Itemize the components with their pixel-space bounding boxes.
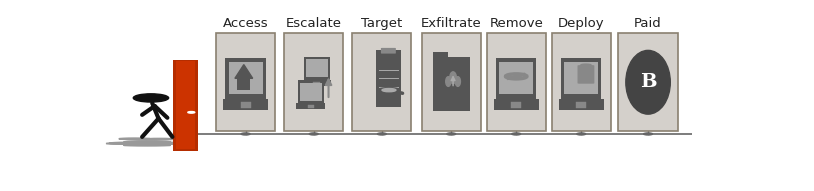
FancyBboxPatch shape [376, 50, 400, 107]
FancyBboxPatch shape [619, 33, 678, 131]
FancyBboxPatch shape [225, 57, 265, 99]
Ellipse shape [455, 77, 461, 86]
Text: Deploy: Deploy [558, 17, 605, 30]
FancyBboxPatch shape [496, 57, 536, 99]
Circle shape [309, 133, 318, 135]
Ellipse shape [151, 142, 186, 144]
FancyBboxPatch shape [564, 62, 598, 94]
Ellipse shape [109, 142, 144, 144]
Circle shape [379, 88, 400, 93]
Text: Escalate: Escalate [286, 17, 342, 30]
Ellipse shape [124, 141, 171, 143]
FancyBboxPatch shape [229, 62, 263, 94]
FancyBboxPatch shape [576, 102, 586, 108]
FancyBboxPatch shape [487, 33, 546, 131]
Ellipse shape [106, 143, 131, 144]
Text: Paid: Paid [634, 17, 662, 30]
Circle shape [382, 88, 396, 92]
Ellipse shape [163, 143, 188, 144]
Text: Exfiltrate: Exfiltrate [421, 17, 482, 30]
Ellipse shape [626, 50, 670, 114]
Circle shape [644, 133, 653, 135]
Text: B: B [640, 73, 656, 91]
Text: Target: Target [361, 17, 402, 30]
Ellipse shape [124, 145, 171, 146]
FancyBboxPatch shape [433, 57, 470, 111]
FancyBboxPatch shape [302, 79, 331, 86]
FancyBboxPatch shape [381, 48, 396, 54]
FancyBboxPatch shape [216, 33, 275, 131]
FancyBboxPatch shape [493, 99, 539, 110]
FancyBboxPatch shape [298, 80, 324, 103]
Text: Remove: Remove [489, 17, 543, 30]
Ellipse shape [119, 138, 151, 140]
Circle shape [133, 94, 168, 102]
Polygon shape [235, 65, 252, 78]
Ellipse shape [450, 72, 457, 84]
Circle shape [512, 133, 521, 135]
FancyBboxPatch shape [499, 62, 533, 94]
FancyBboxPatch shape [552, 33, 610, 131]
Circle shape [577, 133, 585, 135]
Circle shape [378, 133, 387, 135]
FancyBboxPatch shape [511, 102, 521, 108]
Text: Access: Access [223, 17, 269, 30]
FancyBboxPatch shape [304, 57, 330, 79]
FancyBboxPatch shape [306, 59, 328, 77]
Ellipse shape [145, 138, 175, 140]
Circle shape [447, 133, 456, 135]
FancyBboxPatch shape [558, 99, 604, 110]
FancyBboxPatch shape [173, 60, 198, 151]
Ellipse shape [446, 77, 451, 86]
Circle shape [188, 112, 195, 113]
FancyBboxPatch shape [300, 83, 322, 101]
FancyBboxPatch shape [577, 65, 594, 84]
FancyBboxPatch shape [352, 33, 412, 131]
FancyBboxPatch shape [176, 61, 195, 149]
FancyBboxPatch shape [223, 99, 268, 110]
FancyBboxPatch shape [308, 105, 314, 108]
Circle shape [241, 133, 250, 135]
FancyBboxPatch shape [313, 82, 320, 85]
FancyBboxPatch shape [433, 52, 448, 57]
FancyBboxPatch shape [241, 102, 251, 108]
FancyBboxPatch shape [561, 57, 602, 99]
FancyBboxPatch shape [296, 103, 326, 109]
FancyBboxPatch shape [284, 33, 344, 131]
FancyBboxPatch shape [422, 33, 481, 131]
FancyBboxPatch shape [238, 78, 251, 90]
